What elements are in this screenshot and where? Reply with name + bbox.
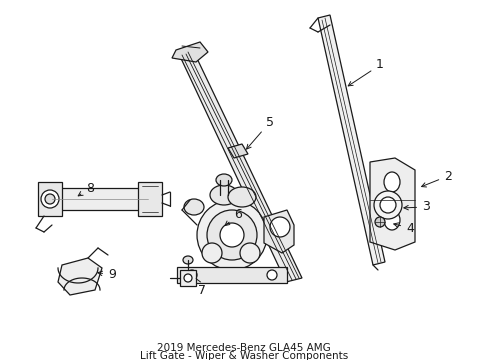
Polygon shape <box>177 267 286 283</box>
Polygon shape <box>227 144 247 158</box>
Ellipse shape <box>266 270 276 280</box>
Ellipse shape <box>183 256 193 264</box>
Polygon shape <box>58 258 102 295</box>
Ellipse shape <box>197 200 266 270</box>
Polygon shape <box>180 270 196 286</box>
Polygon shape <box>317 15 384 265</box>
Text: 3: 3 <box>403 201 429 213</box>
Text: 4: 4 <box>393 221 413 234</box>
Ellipse shape <box>227 187 256 207</box>
Ellipse shape <box>45 194 55 204</box>
Ellipse shape <box>41 190 59 208</box>
Text: 6: 6 <box>224 208 242 226</box>
Text: 2019 Mercedes-Benz GLA45 AMG: 2019 Mercedes-Benz GLA45 AMG <box>157 343 330 353</box>
Ellipse shape <box>374 217 384 227</box>
Polygon shape <box>178 48 302 282</box>
Ellipse shape <box>383 172 399 192</box>
Polygon shape <box>38 182 62 216</box>
Ellipse shape <box>186 270 197 280</box>
Ellipse shape <box>379 197 395 213</box>
Text: 7: 7 <box>196 278 205 297</box>
Text: Lift Gate - Wiper & Washer Components: Lift Gate - Wiper & Washer Components <box>140 351 347 360</box>
Text: 2: 2 <box>421 170 451 187</box>
Polygon shape <box>52 188 148 210</box>
Ellipse shape <box>220 223 244 247</box>
Polygon shape <box>369 158 414 250</box>
Polygon shape <box>264 210 293 253</box>
Polygon shape <box>172 42 207 62</box>
Text: 9: 9 <box>98 269 116 282</box>
Ellipse shape <box>383 210 399 230</box>
Ellipse shape <box>183 199 203 215</box>
Ellipse shape <box>206 210 257 260</box>
Text: 5: 5 <box>246 116 273 149</box>
Text: 1: 1 <box>347 58 383 86</box>
Ellipse shape <box>202 243 222 263</box>
Polygon shape <box>138 182 162 216</box>
Ellipse shape <box>183 274 192 282</box>
Ellipse shape <box>209 185 238 205</box>
Ellipse shape <box>216 174 231 186</box>
Text: 8: 8 <box>78 181 94 196</box>
Ellipse shape <box>269 217 289 237</box>
Ellipse shape <box>373 191 401 219</box>
Ellipse shape <box>240 243 260 263</box>
